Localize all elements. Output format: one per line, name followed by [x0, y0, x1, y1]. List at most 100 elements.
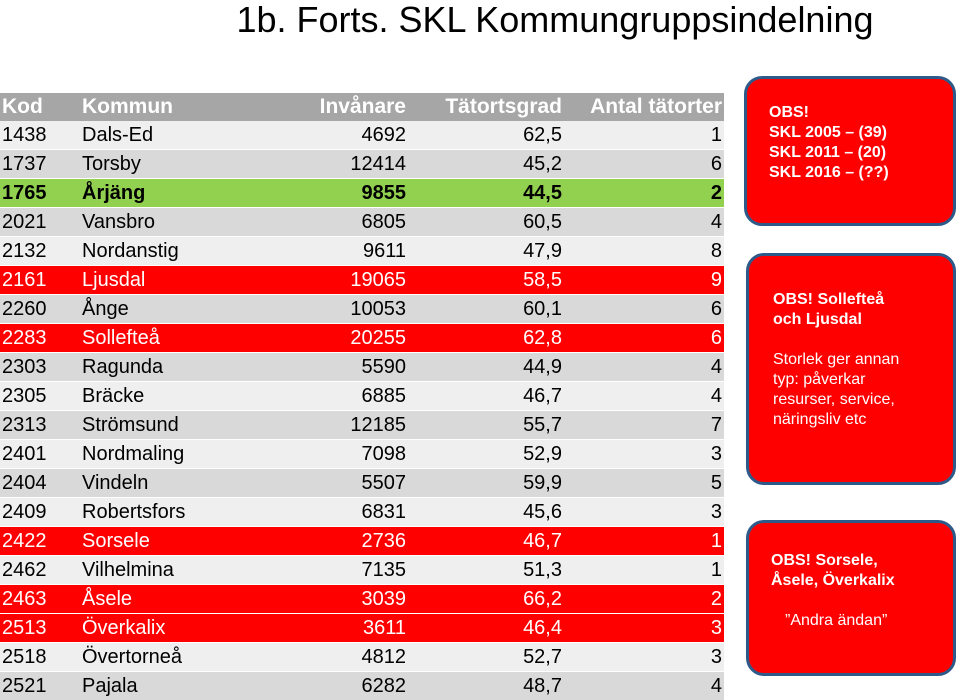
table-row: 2132 Nordanstig 9611 47,9 8 — [0, 236, 724, 265]
table-row: 2409 Robertsfors 6831 45,6 3 — [0, 497, 724, 526]
cell-kommun: Överkalix — [82, 617, 166, 639]
cell-tatortsgrad: 46,7 — [523, 385, 562, 407]
cell-invanare: 4692 — [361, 124, 407, 146]
cell-tatortsgrad: 44,5 — [523, 182, 562, 204]
cell-antal-tatorter: 9 — [710, 269, 722, 291]
callout-line: näringsliv etc — [773, 411, 867, 428]
cell-tatortsgrad: 60,5 — [523, 211, 562, 233]
cell-kod: 1765 — [2, 182, 47, 204]
cell-invanare: 19065 — [350, 269, 406, 291]
cell-invanare: 7135 — [361, 559, 407, 581]
cell-antal-tatorter: 4 — [710, 385, 722, 407]
table-row: 2303 Ragunda 5590 44,9 4 — [0, 352, 724, 381]
cell-kod: 2518 — [2, 646, 47, 668]
header-kod: Kod — [2, 95, 43, 118]
callout-line: SKL 2005 – (39) — [769, 124, 887, 141]
cell-kod: 2260 — [2, 298, 47, 320]
cell-kod: 1737 — [2, 153, 47, 175]
cell-kod: 2422 — [2, 530, 47, 552]
callout-line: OBS! Sollefteå — [773, 291, 885, 308]
header-kommun: Kommun — [82, 95, 173, 118]
table-row: 2313 Strömsund 12185 55,7 7 — [0, 410, 724, 439]
cell-kod: 2404 — [2, 472, 47, 494]
cell-kommun: Pajala — [82, 675, 138, 697]
cell-kommun: Robertsfors — [82, 501, 186, 523]
table-body: 1438 Dals-Ed 4692 62,5 1 1737 Torsby 12414 45,2 6… — [0, 121, 724, 700]
cell-antal-tatorter: 4 — [710, 675, 722, 697]
cell-kommun: Strömsund — [82, 414, 179, 436]
callout-line: resurser, service, — [773, 391, 895, 408]
cell-invanare: 7098 — [361, 443, 407, 465]
cell-kommun: Nordanstig — [82, 240, 179, 262]
cell-invanare: 4812 — [361, 646, 407, 668]
table-header-row: Kod Kommun Invånare Tätortsgrad Antal tä… — [0, 93, 724, 121]
callout-line: SKL 2011 – (20) — [769, 144, 887, 161]
cell-kommun: Årjäng — [82, 182, 146, 204]
cell-antal-tatorter: 5 — [710, 472, 722, 494]
table-row: 2401 Nordmaling 7098 52,9 3 — [0, 439, 724, 468]
cell-invanare: 10053 — [350, 298, 406, 320]
cell-kod: 2313 — [2, 414, 47, 436]
cell-antal-tatorter: 1 — [710, 559, 722, 581]
cell-kommun: Dals-Ed — [82, 124, 154, 146]
cell-kod: 2021 — [2, 211, 47, 233]
cell-invanare: 6805 — [361, 211, 407, 233]
cell-tatortsgrad: 66,2 — [523, 588, 562, 610]
table-row: 2463 Åsele 3039 66,2 2 — [0, 584, 724, 613]
table-row: 2260 Ånge 10053 60,1 6 — [0, 294, 724, 323]
cell-invanare: 5590 — [361, 356, 407, 378]
callout-line: typ: påverkar — [773, 371, 866, 388]
cell-kod: 2463 — [2, 588, 47, 610]
cell-invanare: 12185 — [350, 414, 406, 436]
cell-kod: 2513 — [2, 617, 47, 639]
cell-tatortsgrad: 47,9 — [523, 240, 562, 262]
header-tatortsgrad: Tätortsgrad — [445, 95, 562, 118]
cell-kod: 2132 — [2, 240, 47, 262]
cell-antal-tatorter: 1 — [710, 124, 722, 146]
cell-kommun: Sollefteå — [82, 327, 160, 349]
cell-antal-tatorter: 2 — [710, 182, 722, 204]
callout-line: ”Andra ändan” — [785, 612, 888, 629]
table-row: 1737 Torsby 12414 45,2 6 — [0, 149, 724, 178]
cell-kommun: Vindeln — [82, 472, 149, 494]
callout-line: OBS! Sorsele, — [771, 552, 878, 569]
table-row: 2283 Sollefteå 20255 62,8 6 — [0, 323, 724, 352]
table-row: 2404 Vindeln 5507 59,9 5 — [0, 468, 724, 497]
cell-antal-tatorter: 2 — [710, 588, 722, 610]
municipality-table: Kod Kommun Invånare Tätortsgrad Antal tä… — [0, 93, 724, 700]
page-title: 1b. Forts. SKL Kommungruppsindelning — [236, 0, 874, 40]
cell-tatortsgrad: 51,3 — [523, 559, 562, 581]
cell-kommun: Ragunda — [82, 356, 164, 378]
cell-kod: 2521 — [2, 675, 47, 697]
cell-invanare: 6282 — [361, 675, 407, 697]
cell-tatortsgrad: 62,5 — [523, 124, 562, 146]
callout-line: SKL 2016 – (??) — [769, 164, 889, 181]
cell-kommun: Ljusdal — [82, 269, 146, 291]
header-invanare: Invånare — [319, 95, 406, 118]
cell-tatortsgrad: 45,6 — [523, 501, 562, 523]
table-row: 2305 Bräcke 6885 46,7 4 — [0, 381, 724, 410]
cell-kod: 2401 — [2, 443, 47, 465]
table-row: 2462 Vilhelmina 7135 51,3 1 — [0, 555, 724, 584]
table-row: 1765 Årjäng 9855 44,5 2 — [0, 178, 724, 207]
cell-antal-tatorter: 6 — [710, 327, 722, 349]
table-row: 1438 Dals-Ed 4692 62,5 1 — [0, 121, 724, 149]
cell-tatortsgrad: 52,9 — [523, 443, 562, 465]
cell-tatortsgrad: 46,4 — [523, 617, 562, 639]
table-row: 2422 Sorsele 2736 46,7 1 — [0, 526, 724, 555]
cell-antal-tatorter: 4 — [710, 356, 722, 378]
cell-kommun: Nordmaling — [82, 443, 185, 465]
callout-line: Storlek ger annan — [773, 351, 900, 368]
cell-tatortsgrad: 58,5 — [523, 269, 562, 291]
cell-kod: 2303 — [2, 356, 47, 378]
cell-tatortsgrad: 60,1 — [523, 298, 562, 320]
cell-invanare: 9855 — [361, 182, 407, 204]
cell-invanare: 3611 — [362, 617, 406, 639]
cell-invanare: 2736 — [361, 530, 407, 552]
table-row: 2021 Vansbro 6805 60,5 4 — [0, 207, 724, 236]
callout-sorsele-asele-overkalix: OBS! Sorsele, Åsele, Överkalix ”Andra än… — [746, 520, 956, 676]
cell-kommun: Sorsele — [82, 530, 150, 552]
cell-tatortsgrad: 44,9 — [523, 356, 562, 378]
cell-invanare: 6885 — [361, 385, 407, 407]
cell-antal-tatorter: 8 — [710, 240, 722, 262]
